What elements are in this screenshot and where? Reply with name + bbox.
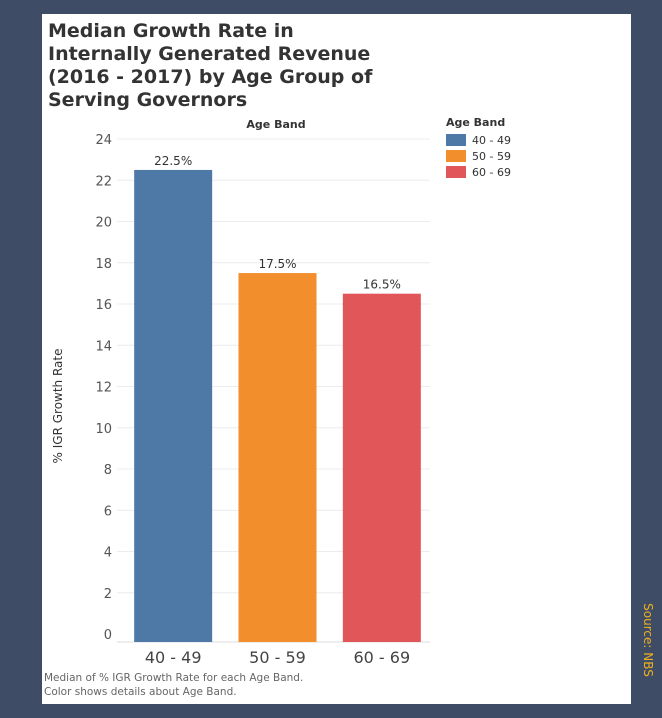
y-tick-label: 24 — [95, 133, 112, 148]
chart-title: Median Growth Rate in Internally Generat… — [48, 20, 448, 112]
legend-title: Age Band — [446, 116, 506, 129]
y-axis-label: % IGR Growth Rate — [51, 349, 65, 464]
title-line: (2016 - 2017) by Age Group of — [48, 66, 373, 88]
x-tick-label: 40 - 49 — [145, 648, 202, 667]
y-tick-label: 2 — [104, 587, 112, 602]
x-tick-label: 60 - 69 — [353, 648, 410, 667]
chart-caption: Median of % IGR Growth Rate for each Age… — [44, 671, 464, 699]
x-axis: 40 - 49 50 - 59 60 - 69 — [145, 648, 410, 667]
data-label: 17.5% — [258, 257, 296, 271]
y-tick-label: 0 — [104, 628, 112, 643]
column-header: Age Band — [246, 118, 305, 131]
y-tick-label: 10 — [95, 422, 112, 437]
y-tick-label: 16 — [95, 298, 112, 313]
y-tick-label: 14 — [95, 339, 112, 354]
bar — [342, 293, 421, 642]
title-line: Median Growth Rate in — [48, 20, 294, 42]
y-tick-label: 8 — [104, 463, 112, 478]
bars — [134, 169, 421, 642]
title-line: Internally Generated Revenue — [48, 43, 371, 65]
legend-item[interactable]: 60 - 69 — [446, 164, 511, 180]
y-tick-label: 20 — [95, 216, 112, 231]
caption-line: Color shows details about Age Band. — [44, 686, 237, 698]
y-tick-label: 22 — [95, 174, 112, 189]
legend-label: 40 - 49 — [472, 133, 511, 147]
legend: Age Band 40 - 49 50 - 59 60 - 69 — [446, 116, 511, 180]
caption-line: Median of % IGR Growth Rate for each Age… — [44, 672, 304, 684]
legend-item[interactable]: 50 - 59 — [446, 148, 511, 164]
legend-swatch — [446, 134, 466, 146]
y-tick-label: 12 — [95, 381, 112, 396]
y-tick-label: 4 — [104, 546, 112, 561]
y-tick-label: 6 — [104, 504, 112, 519]
legend-item[interactable]: 40 - 49 — [446, 132, 511, 148]
bar — [238, 273, 317, 642]
data-labels: 22.5% 17.5% 16.5% — [154, 154, 401, 292]
legend-swatch — [446, 166, 466, 178]
legend-label: 60 - 69 — [472, 165, 511, 179]
source-note: Source: NBS — [641, 603, 655, 677]
title-line: Serving Governors — [48, 89, 248, 111]
chart-panel: Median Growth Rate in Internally Generat… — [42, 14, 631, 704]
data-label: 16.5% — [363, 278, 401, 292]
legend-label: 50 - 59 — [472, 149, 511, 163]
bar — [134, 169, 213, 642]
y-tick-label: 18 — [95, 257, 112, 272]
legend-swatch — [446, 150, 466, 162]
data-label: 22.5% — [154, 154, 192, 168]
x-tick-label: 50 - 59 — [249, 648, 306, 667]
